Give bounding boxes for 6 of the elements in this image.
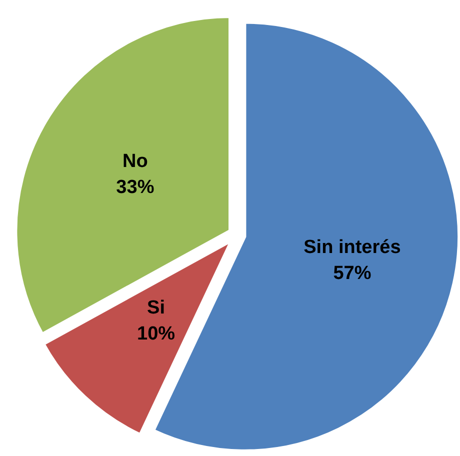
slice-label: No bbox=[122, 151, 148, 172]
slice-label: Si bbox=[147, 297, 165, 318]
slice-label: Sin interés bbox=[304, 237, 401, 258]
data-label: 10% bbox=[137, 323, 176, 344]
data-label: 57% bbox=[333, 263, 372, 284]
data-label: 33% bbox=[116, 177, 154, 198]
